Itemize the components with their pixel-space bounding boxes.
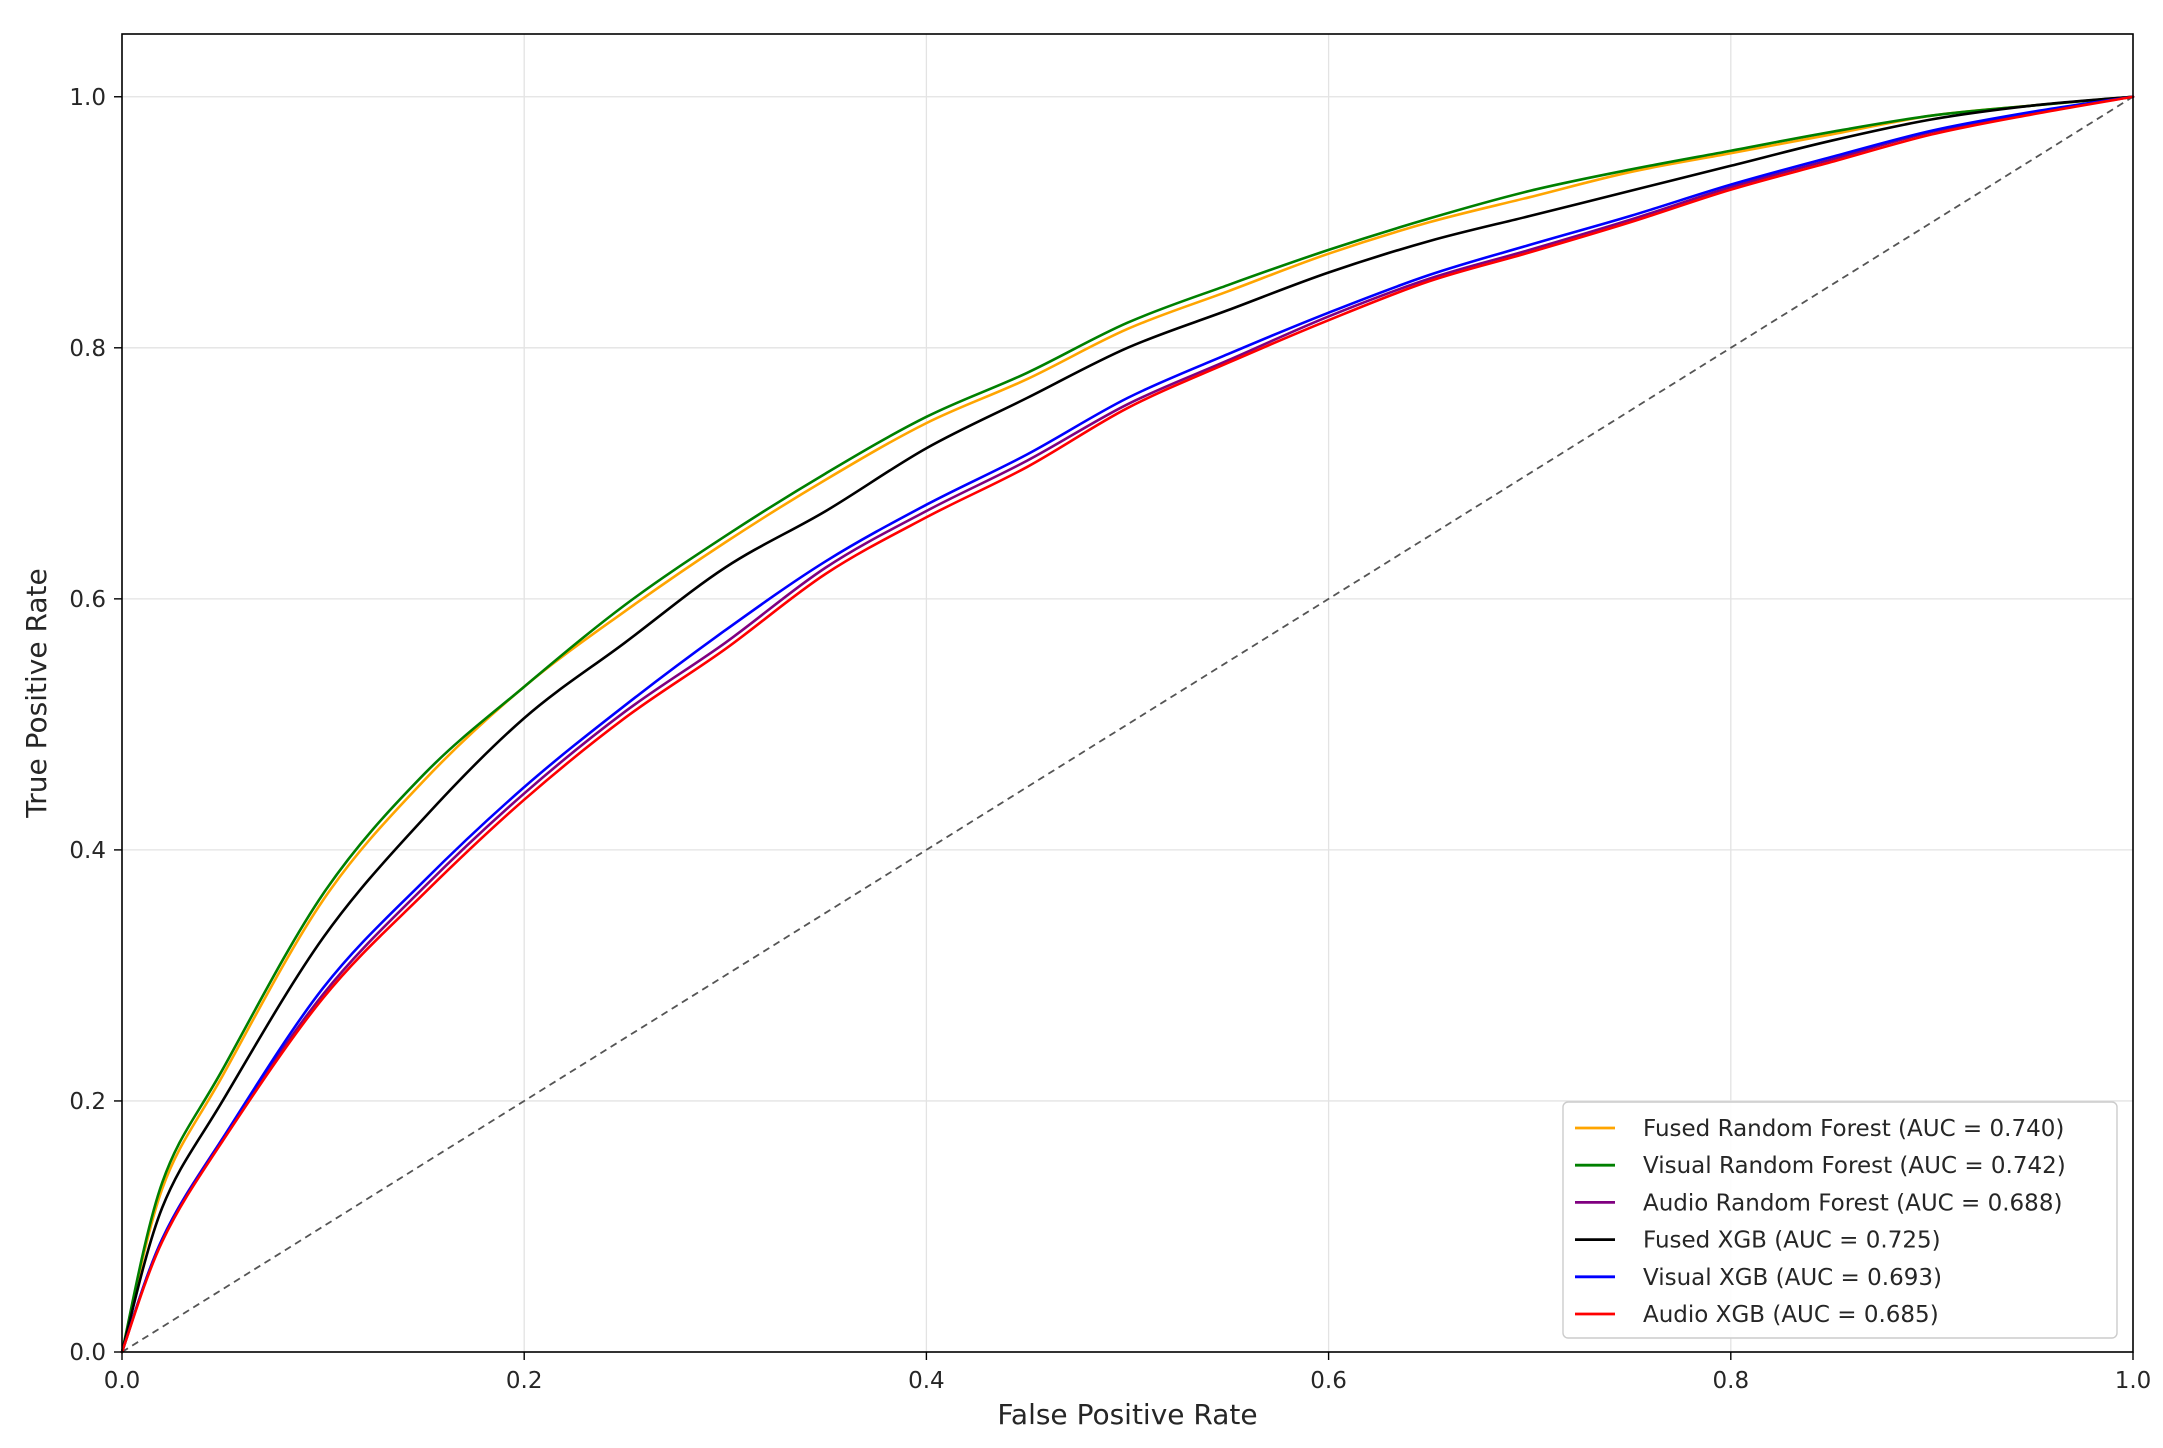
plot-area-frame [121, 33, 2134, 1353]
series-line-audio-random-forest [120, 95, 2135, 1354]
legend: Fused Random Forest (AUC = 0.740) Visual … [1562, 1101, 2118, 1339]
legend-entry-label: Visual Random Forest (AUC = 0.742) [1643, 1153, 2066, 1179]
series-line-fused-xgb [120, 95, 2135, 1354]
legend-entry-label: Audio Random Forest (AUC = 0.688) [1643, 1190, 2062, 1216]
series-line-visual-xgb [120, 95, 2135, 1354]
y-tick-label: 0.6 [69, 587, 106, 613]
legend-entry-label: Fused Random Forest (AUC = 0.740) [1643, 1116, 2064, 1142]
legend-entry-label: Audio XGB (AUC = 0.685) [1643, 1302, 1939, 1328]
legend-entry-label: Fused XGB (AUC = 0.725) [1643, 1228, 1941, 1254]
x-tick-label: 0.6 [1310, 1368, 1347, 1394]
y-axis-title: True Positive Rate [20, 568, 53, 818]
x-tick-label: 1.0 [2115, 1368, 2152, 1394]
legend-entry-label: Visual XGB (AUC = 0.693) [1643, 1265, 1942, 1291]
legend-box [1562, 1101, 2118, 1339]
x-tick-label: 0.4 [908, 1368, 945, 1394]
x-tick-label: 0.2 [506, 1368, 543, 1394]
x-tick-label: 0.8 [1713, 1368, 1750, 1394]
x-tick-label: 0.0 [104, 1368, 141, 1394]
series-line-fused-random-forest [120, 95, 2135, 1354]
y-tick-label: 0.4 [69, 838, 106, 864]
series-line-visual-random-forest [120, 95, 2135, 1354]
series-line-audio-xgb [120, 95, 2135, 1354]
series-lines [120, 95, 2135, 1354]
y-tick-label: 0.0 [69, 1340, 106, 1366]
y-tick-label: 1.0 [69, 85, 106, 111]
x-axis-title: False Positive Rate [997, 1398, 1257, 1431]
y-tick-label: 0.2 [69, 1089, 106, 1115]
y-tick-label: 0.8 [69, 336, 106, 362]
axis-ticks: 0.0 0.2 0.4 0.6 0.8 1.0 0.0 0.2 0.4 0.6 0.8 1.0 [69, 85, 2151, 1394]
